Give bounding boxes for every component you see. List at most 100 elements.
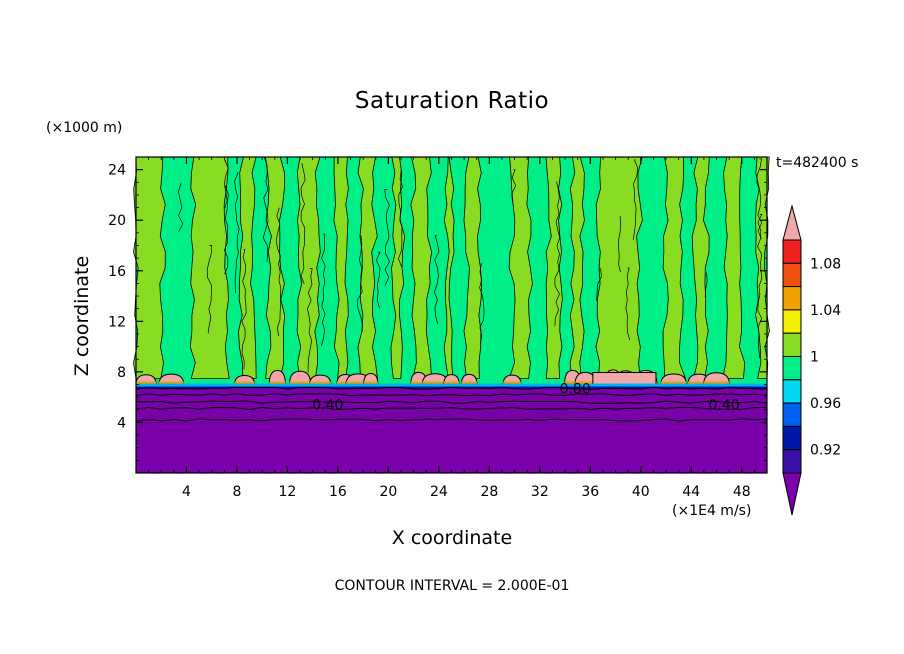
colorbar-label: 1.04	[810, 303, 841, 319]
colorbar-swatch	[782, 425, 802, 451]
colorbar-swatch	[782, 449, 802, 474]
contour-line	[135, 400, 768, 404]
contour-line	[618, 215, 622, 273]
cloud-peak-rim	[346, 381, 371, 385]
colorbar-bottom-triangle	[782, 472, 802, 516]
contour-line	[357, 235, 363, 332]
colorbar-swatch	[782, 239, 802, 264]
y-tick-label: 4	[117, 415, 126, 431]
chart-title: Saturation Ratio	[354, 88, 550, 114]
cloud-peak-rim	[575, 381, 596, 385]
contour-line	[234, 172, 240, 294]
colorbar-swatch	[782, 332, 802, 358]
cloud-peak-rim	[703, 381, 730, 385]
contour-line	[384, 189, 390, 286]
contour-line	[632, 159, 639, 240]
cloud-peak-rim	[336, 381, 355, 385]
contour-line	[300, 163, 306, 285]
colorbar-swatch	[782, 402, 802, 427]
x-tick-label: 40	[632, 484, 650, 500]
contour-line	[307, 268, 313, 373]
x-tick-label: 24	[430, 484, 448, 500]
contour-line	[554, 181, 561, 326]
colorbar-label: 1	[810, 350, 819, 366]
supersaturated-column	[463, 156, 482, 379]
time-label: t=482400 s	[776, 155, 859, 171]
cloud-peak-rim	[158, 381, 184, 385]
x-axis-title: X coordinate	[391, 527, 513, 549]
supersaturated-column	[133, 156, 166, 379]
cloud-peak-rim	[422, 381, 448, 385]
x-tick-label: 16	[329, 484, 347, 500]
cloud-peak-rim	[363, 381, 378, 385]
cloud-peak-rim	[136, 381, 157, 385]
x-tick-label: 32	[531, 484, 549, 500]
y-tick-label: 20	[108, 213, 126, 229]
cloud-peak-rim	[234, 381, 255, 385]
contour-line	[206, 245, 213, 334]
contour-line	[704, 272, 708, 297]
contour-line	[375, 251, 381, 309]
cloud-peak-rim	[289, 381, 311, 385]
contour-label: 0.40	[312, 398, 343, 414]
colorbar-swatch	[782, 309, 802, 334]
y-tick-label: 12	[108, 314, 126, 330]
contour-line	[398, 170, 403, 267]
y-tick-label: 8	[117, 365, 126, 381]
contour-line	[625, 267, 631, 341]
cloud-peak	[268, 370, 286, 386]
contour-line	[135, 393, 768, 397]
y-tick-label: 16	[108, 264, 126, 280]
contour-line	[479, 263, 485, 344]
x-tick-label: 8	[232, 484, 241, 500]
x-tick-label: 12	[279, 484, 297, 500]
supersaturated-column	[390, 156, 406, 379]
contour-line	[224, 185, 229, 275]
supersaturated-column	[545, 156, 563, 379]
contour-label: 0.40	[709, 398, 740, 414]
x-tick-label: 48	[733, 484, 751, 500]
cloud-peak-rim	[503, 381, 521, 385]
contour-line	[434, 235, 440, 324]
x-tick-label: 28	[480, 484, 498, 500]
colorbar-swatch	[782, 379, 802, 404]
x-tick-label: 36	[581, 484, 599, 500]
cloud-peak-rim	[309, 381, 331, 385]
contour-line	[178, 183, 184, 232]
cloud-peak-rim	[410, 381, 427, 385]
transition-band	[136, 383, 767, 387]
contour-line	[596, 268, 602, 301]
contour-line	[262, 157, 269, 262]
x-tick-label: 44	[682, 484, 700, 500]
colorbar-swatch	[782, 262, 802, 288]
contour-line	[135, 406, 768, 411]
contour-line	[135, 386, 768, 390]
contour-label: 0.80	[560, 381, 591, 397]
colorbar-swatch	[782, 356, 802, 381]
contour-interval-note: CONTOUR INTERVAL = 2.000E-01	[334, 578, 570, 594]
cloud-peak-band	[592, 372, 657, 386]
contour-line	[241, 249, 247, 370]
colorbar-swatch	[782, 286, 802, 311]
contour-line	[275, 207, 282, 337]
x-unit-label: (×1E4 m/s)	[672, 503, 752, 519]
colorbar-label: 0.92	[810, 443, 841, 459]
contour-line	[511, 169, 517, 202]
x-tick-label: 4	[182, 484, 191, 500]
x-tick-label: 20	[379, 484, 397, 500]
colorbar-label: 1.08	[810, 256, 841, 272]
contour-line	[223, 159, 229, 209]
contour-line	[757, 213, 763, 359]
colorbar: 1.08 1.04 1 0.96 0.92	[782, 204, 841, 516]
supersaturated-column	[189, 156, 230, 379]
contour-line	[756, 158, 763, 240]
y-tick-label: 24	[108, 163, 126, 179]
cloud-peak-rim	[660, 381, 687, 385]
supersaturated-column	[238, 156, 257, 379]
colorbar-top-triangle	[782, 204, 802, 241]
cloud-peak-rim	[687, 381, 710, 385]
cloud-peak-rim	[461, 381, 477, 385]
colorbar-label: 0.96	[810, 396, 841, 412]
supersaturated-column	[508, 156, 533, 379]
